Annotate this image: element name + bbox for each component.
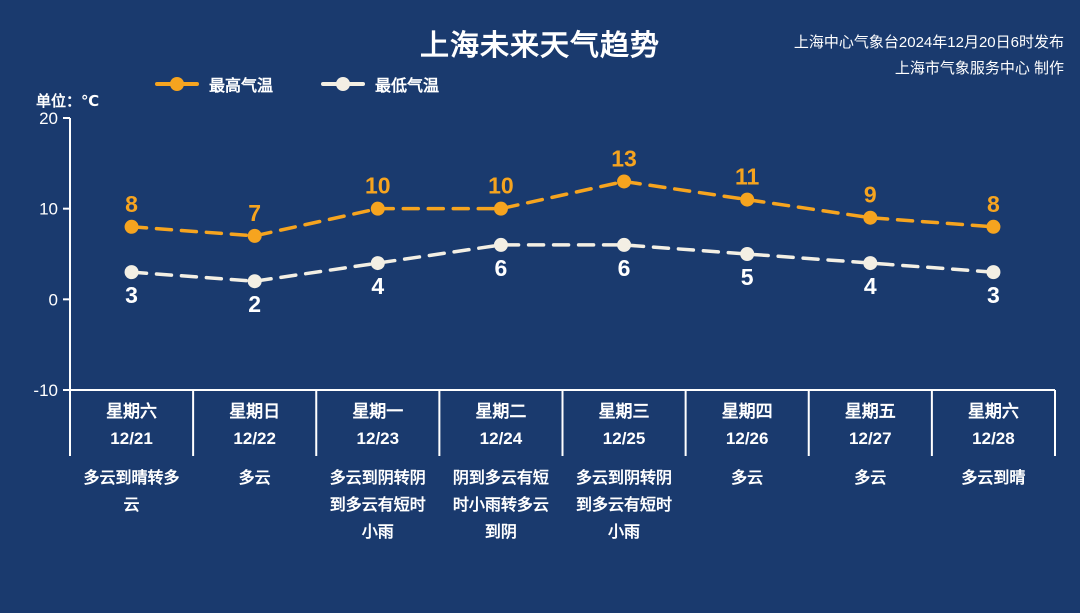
value-label: 11 (735, 164, 760, 190)
weather-text: 多云到晴转多云 (83, 470, 180, 514)
series-line (129, 243, 996, 283)
value-label: 10 (365, 173, 391, 199)
date-label: 12/28 (972, 429, 1015, 448)
value-label: 2 (248, 291, 261, 317)
data-point (247, 274, 262, 289)
unit-label: 单位：℃ (36, 93, 100, 110)
legend-item-high: 最高气温 (155, 72, 273, 96)
weather-text: 多云 (854, 470, 887, 487)
data-point (370, 256, 385, 271)
y-tick-label: 20 (39, 109, 58, 128)
data-point (863, 256, 878, 271)
date-label: 12/26 (725, 429, 769, 448)
weather-text: 多云到晴 (961, 470, 1026, 487)
date-label: 12/22 (233, 429, 276, 448)
source-line-1: 上海中心气象台2024年12月20日6时发布 (793, 34, 1064, 51)
y-tick-label: 0 (49, 290, 58, 309)
weekday-label: 星期日 (229, 402, 281, 421)
high-temp-dot-icon (170, 77, 184, 91)
weekday-label: 星期四 (721, 402, 773, 421)
weather-text: 阴到多云有短时小雨转多云到阴 (452, 470, 549, 541)
value-label: 4 (864, 273, 877, 299)
day-column: 星期五 12/27 多云 (809, 390, 932, 546)
data-point (986, 265, 1001, 280)
date-label: 12/27 (849, 429, 892, 448)
day-column: 星期六 12/21 多云到晴转多云 (70, 390, 193, 546)
value-label: 9 (864, 182, 877, 208)
weekday-label: 星期六 (967, 402, 1019, 421)
data-point (986, 219, 1001, 234)
source-info: 上海中心气象台2024年12月20日6时发布 上海市气象服务中心 制作 (794, 30, 1064, 82)
day-column: 星期三 12/25 多云到阴转阴到多云有短时小雨 (563, 390, 686, 546)
low-temp-dot-icon (336, 77, 351, 91)
day-column: 星期一 12/23 多云到阴转阴到多云有短时小雨 (316, 390, 439, 546)
day-column: 星期六 12/28 多云到晴 (932, 390, 1055, 546)
y-tick-label: 10 (39, 200, 58, 219)
series-line (129, 179, 996, 238)
value-label: 6 (618, 255, 631, 281)
data-point (124, 219, 139, 234)
data-point (493, 201, 508, 216)
legend-label-high: 最高气温 (209, 78, 274, 95)
date-label: 12/21 (110, 429, 153, 448)
value-label: 3 (987, 282, 1000, 308)
source-line-2: 上海市气象服务中心 制作 (894, 60, 1064, 77)
value-label: 6 (495, 255, 508, 281)
value-label: 5 (741, 264, 754, 290)
data-point (740, 247, 755, 261)
weekday-label: 星期二 (475, 402, 527, 421)
value-label: 10 (488, 173, 514, 199)
high-temp-line-icon (155, 77, 199, 91)
data-point (863, 210, 878, 225)
weekday-label: 星期六 (106, 402, 158, 421)
chart-legend: 最高气温 最低气温 (155, 72, 439, 96)
date-label: 12/24 (479, 429, 523, 448)
value-label: 8 (125, 191, 138, 217)
data-point (370, 201, 385, 216)
day-column: 星期四 12/26 多云 (686, 390, 809, 546)
data-point (124, 265, 139, 280)
page-title: 上海未来天气趋势 (419, 30, 660, 62)
data-point (617, 174, 632, 189)
data-point (617, 237, 632, 252)
legend-item-low: 最低气温 (321, 72, 439, 96)
date-label: 12/25 (602, 429, 646, 448)
data-point (740, 192, 755, 207)
day-column: 星期二 12/24 阴到多云有短时小雨转多云到阴 (439, 390, 562, 546)
value-label: 7 (248, 200, 261, 226)
weekday-label: 星期五 (844, 402, 896, 421)
value-label: 4 (371, 273, 384, 299)
weekday-label: 星期三 (598, 402, 650, 421)
weather-text: 多云到阴转阴到多云有短时小雨 (576, 470, 673, 541)
weather-text: 多云到阴转阴到多云有短时小雨 (329, 470, 426, 541)
date-label: 12/23 (356, 429, 400, 448)
weather-text: 多云 (238, 470, 271, 487)
value-label: 13 (611, 145, 637, 171)
legend-label-low: 最低气温 (375, 78, 440, 95)
value-label: 3 (125, 282, 138, 308)
day-label-band: 星期六 12/21 多云到晴转多云 星期日 12/22 多云 星期一 12/23 多云到阴转阴到… (70, 390, 1055, 546)
low-temp-line-icon (321, 77, 366, 91)
value-label: 8 (987, 191, 1000, 217)
day-column: 星期日 12/22 多云 (193, 390, 316, 546)
weather-text: 多云 (731, 470, 764, 487)
data-point (247, 228, 262, 243)
weekday-label: 星期一 (352, 402, 404, 421)
y-tick-label: -10 (33, 381, 58, 400)
data-point (493, 237, 508, 252)
